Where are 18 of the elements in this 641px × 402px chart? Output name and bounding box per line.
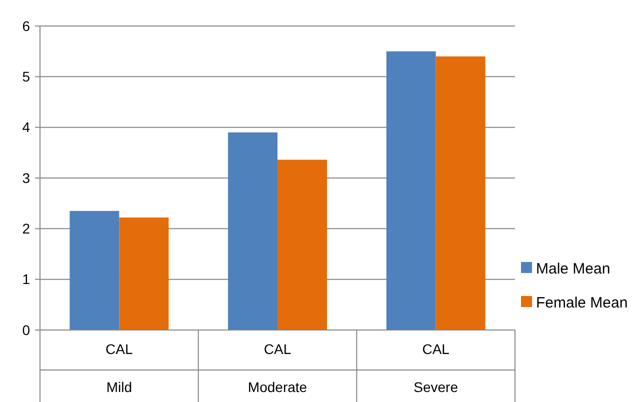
y-tick-label: 3 [22,170,30,186]
bar [386,51,436,330]
category-label: CAL Severe [414,341,458,395]
bar [228,132,278,330]
category-label: CAL Moderate [248,341,308,395]
bar [70,210,120,330]
y-tick-label: 0 [22,322,30,338]
bar [119,218,169,330]
category-label: CAL Mild [106,341,133,395]
y-tick-label: 4 [22,119,30,136]
legend-label: Female Mean [536,294,628,312]
legend-label: Male Mean [536,260,610,278]
y-tick-label: 1 [22,271,30,288]
y-tick-label: 2 [22,220,30,237]
bar [436,56,486,330]
y-tick-label: 6 [22,18,30,34]
y-tick-label: 5 [22,68,30,85]
bar [278,160,327,330]
